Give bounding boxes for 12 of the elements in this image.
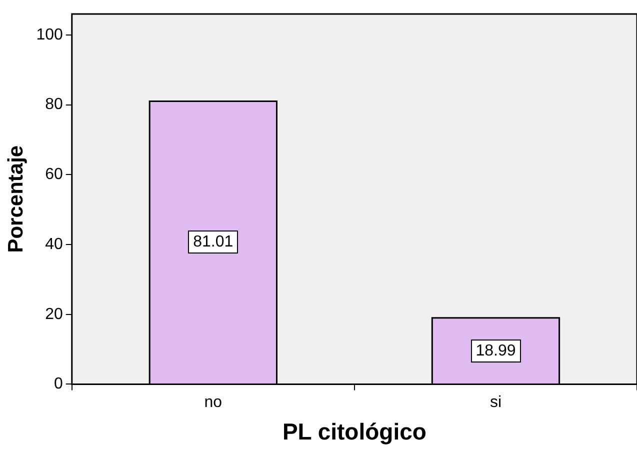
data-label: 18.99 [470, 339, 521, 362]
y-tick-label: 60 [45, 166, 63, 184]
y-tick-label: 40 [45, 236, 63, 253]
y-tick-label: 100 [36, 26, 63, 44]
y-axis-title: Porcentaje [4, 145, 28, 253]
y-tick-label: 20 [45, 306, 63, 323]
data-label: 81.01 [188, 230, 238, 254]
x-tick-label: si [490, 394, 502, 412]
y-tick-label: 0 [54, 376, 63, 393]
x-tick-label: no [204, 394, 222, 412]
y-tick-label: 80 [45, 96, 63, 114]
x-axis-title: PL citológico [282, 418, 426, 445]
